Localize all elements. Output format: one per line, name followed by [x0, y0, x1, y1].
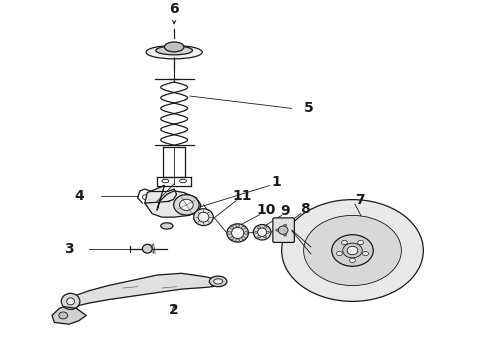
- Text: 2: 2: [169, 303, 179, 317]
- Circle shape: [255, 231, 258, 233]
- Ellipse shape: [161, 223, 173, 229]
- Ellipse shape: [214, 279, 222, 284]
- Circle shape: [227, 231, 231, 234]
- Ellipse shape: [258, 228, 267, 237]
- Text: 5: 5: [304, 102, 314, 115]
- Circle shape: [242, 226, 245, 229]
- Circle shape: [284, 224, 287, 226]
- Text: 6: 6: [170, 3, 179, 17]
- Ellipse shape: [61, 293, 80, 310]
- Ellipse shape: [209, 276, 227, 287]
- Text: 8: 8: [300, 202, 310, 216]
- Ellipse shape: [143, 244, 152, 253]
- Circle shape: [244, 231, 248, 234]
- FancyBboxPatch shape: [273, 218, 294, 242]
- Circle shape: [337, 251, 343, 256]
- Circle shape: [267, 231, 270, 233]
- Circle shape: [342, 240, 347, 245]
- Circle shape: [349, 258, 355, 262]
- Circle shape: [276, 229, 279, 231]
- Circle shape: [284, 234, 287, 236]
- Circle shape: [258, 227, 261, 229]
- Ellipse shape: [347, 246, 358, 255]
- Text: 1: 1: [272, 175, 282, 189]
- Circle shape: [264, 236, 267, 238]
- Circle shape: [282, 199, 423, 301]
- Ellipse shape: [156, 46, 193, 55]
- Text: 7: 7: [355, 193, 365, 207]
- Circle shape: [236, 239, 240, 242]
- Circle shape: [230, 237, 234, 239]
- Ellipse shape: [173, 195, 199, 215]
- Circle shape: [363, 251, 368, 256]
- Text: 11: 11: [233, 189, 252, 203]
- Circle shape: [236, 224, 240, 227]
- Circle shape: [358, 240, 364, 245]
- Text: 9: 9: [280, 204, 290, 218]
- Ellipse shape: [194, 209, 213, 226]
- Text: 3: 3: [64, 242, 74, 256]
- Ellipse shape: [332, 235, 373, 266]
- Ellipse shape: [198, 212, 209, 222]
- Circle shape: [242, 237, 245, 239]
- Circle shape: [230, 226, 234, 229]
- Circle shape: [258, 236, 261, 238]
- Text: 10: 10: [256, 203, 276, 217]
- Ellipse shape: [67, 298, 74, 305]
- Polygon shape: [145, 185, 201, 217]
- Text: 4: 4: [74, 189, 84, 203]
- Polygon shape: [52, 307, 86, 324]
- Ellipse shape: [179, 199, 193, 211]
- Circle shape: [264, 227, 267, 229]
- Ellipse shape: [232, 227, 244, 239]
- Ellipse shape: [164, 42, 184, 52]
- Ellipse shape: [343, 243, 362, 258]
- Ellipse shape: [146, 45, 202, 59]
- Circle shape: [304, 215, 401, 285]
- Ellipse shape: [253, 225, 271, 240]
- Polygon shape: [74, 273, 220, 307]
- Ellipse shape: [227, 224, 248, 242]
- Ellipse shape: [278, 226, 288, 234]
- Ellipse shape: [59, 312, 68, 319]
